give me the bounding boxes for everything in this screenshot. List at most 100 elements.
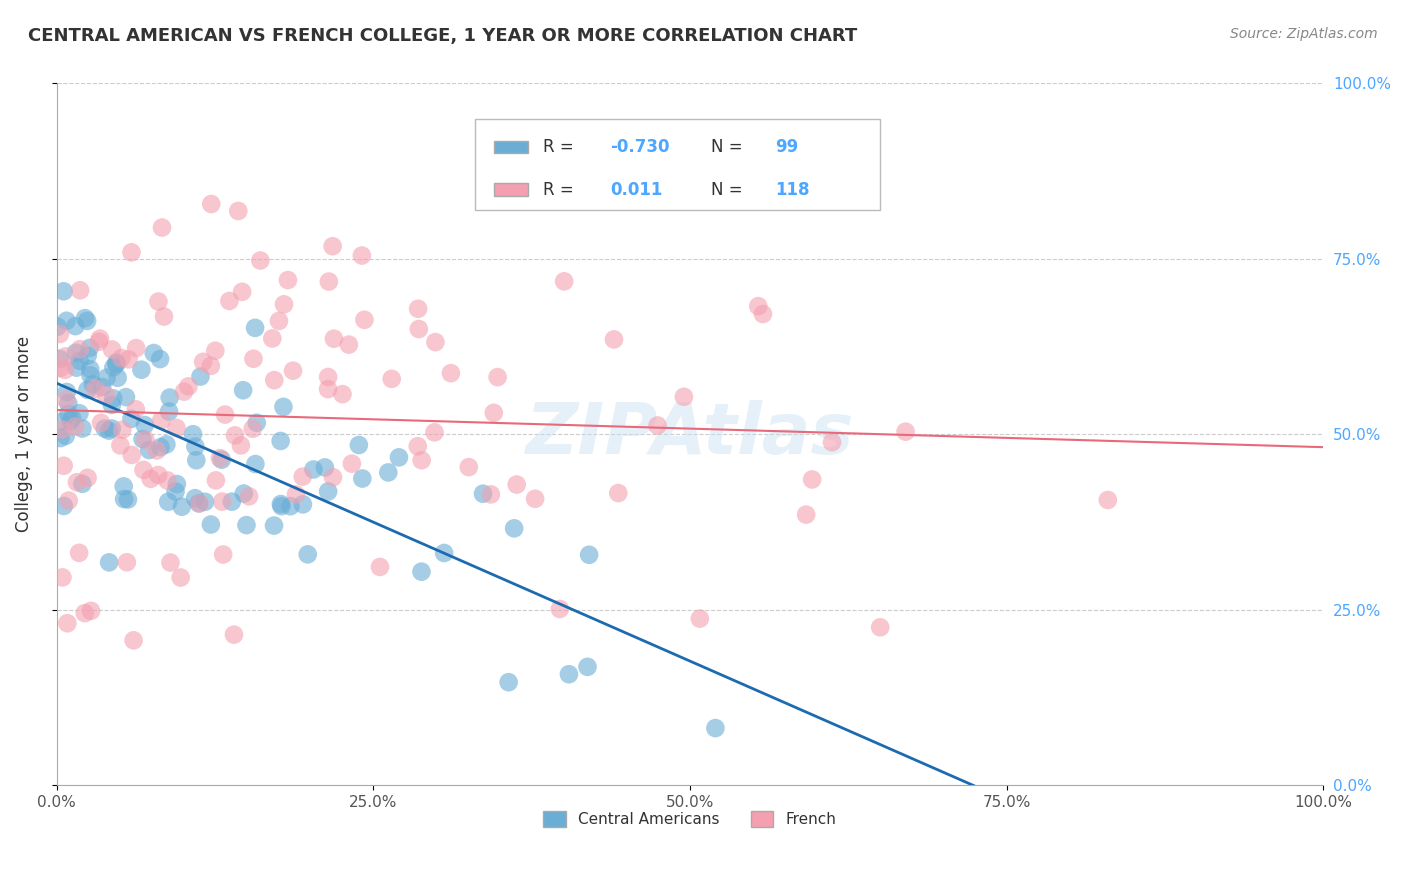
- Point: [377, 466, 399, 480]
- Point: [411, 453, 433, 467]
- Point: [59, 414, 82, 428]
- Point: [56, 616, 79, 631]
- Point: [117, 352, 139, 367]
- Point: [132, 463, 155, 477]
- Point: [747, 299, 769, 313]
- Point: [150, 220, 173, 235]
- Point: [79, 362, 101, 376]
- Point: [226, 204, 249, 219]
- Point: [76, 349, 98, 363]
- Point: [69, 283, 91, 297]
- Point: [115, 390, 138, 404]
- Point: [524, 491, 547, 506]
- Point: [111, 423, 134, 437]
- Point: [153, 310, 176, 324]
- Point: [297, 547, 319, 561]
- Point: [281, 364, 304, 378]
- Point: [232, 486, 254, 500]
- Point: [93, 422, 115, 436]
- Point: [191, 355, 214, 369]
- Point: [58, 407, 80, 421]
- Point: [200, 197, 222, 211]
- Point: [60, 411, 83, 425]
- Point: [135, 433, 157, 447]
- Point: [291, 469, 314, 483]
- Point: [173, 384, 195, 399]
- Point: [242, 422, 264, 436]
- Point: [110, 351, 132, 365]
- Point: [576, 660, 599, 674]
- Point: [322, 332, 344, 346]
- Text: R =: R =: [543, 138, 579, 156]
- Point: [76, 383, 98, 397]
- Point: [53, 363, 76, 377]
- Point: [53, 350, 76, 364]
- Point: [479, 487, 502, 501]
- Legend: Central Americans, French: Central Americans, French: [537, 805, 842, 834]
- Point: [166, 477, 188, 491]
- Point: [76, 314, 98, 328]
- Point: [406, 439, 429, 453]
- Point: [73, 311, 96, 326]
- Point: [212, 548, 235, 562]
- Point: [263, 518, 285, 533]
- Point: [211, 452, 233, 467]
- Point: [229, 438, 252, 452]
- Point: [115, 555, 138, 569]
- Point: [134, 418, 156, 433]
- Point: [105, 355, 128, 369]
- Point: [472, 486, 495, 500]
- Text: N =: N =: [711, 138, 748, 156]
- Point: [131, 362, 153, 376]
- Point: [170, 500, 193, 514]
- Point: [66, 475, 89, 490]
- Point: [322, 239, 344, 253]
- Point: [56, 384, 79, 399]
- Point: [332, 387, 354, 401]
- Point: [245, 457, 267, 471]
- Point: [120, 412, 142, 426]
- Point: [486, 370, 509, 384]
- Text: 0.011: 0.011: [610, 181, 662, 199]
- Point: [87, 334, 110, 349]
- Point: [314, 460, 336, 475]
- Point: [112, 491, 135, 506]
- Point: [100, 421, 122, 435]
- Point: [752, 307, 775, 321]
- Point: [208, 451, 231, 466]
- Point: [65, 360, 87, 375]
- Point: [224, 428, 246, 442]
- Point: [65, 319, 87, 334]
- Point: [139, 472, 162, 486]
- Point: [103, 360, 125, 375]
- Point: [122, 633, 145, 648]
- Point: [794, 508, 817, 522]
- Point: [352, 471, 374, 485]
- Point: [97, 424, 120, 438]
- Point: [112, 479, 135, 493]
- Text: -0.730: -0.730: [610, 138, 669, 156]
- Text: Source: ZipAtlas.com: Source: ZipAtlas.com: [1230, 27, 1378, 41]
- Point: [89, 332, 111, 346]
- Y-axis label: College, 1 year or more: College, 1 year or more: [15, 336, 32, 533]
- Point: [72, 476, 94, 491]
- Point: [457, 460, 479, 475]
- Point: [704, 721, 727, 735]
- Point: [894, 425, 917, 439]
- Text: 118: 118: [775, 181, 810, 199]
- Point: [284, 487, 307, 501]
- Point: [98, 555, 121, 569]
- Point: [184, 491, 207, 506]
- Point: [105, 357, 128, 371]
- Point: [200, 359, 222, 373]
- Point: [322, 470, 344, 484]
- Point: [425, 335, 447, 350]
- Point: [156, 474, 179, 488]
- Point: [101, 343, 124, 357]
- Point: [58, 493, 80, 508]
- Text: N =: N =: [711, 181, 748, 199]
- Point: [262, 331, 284, 345]
- Point: [69, 406, 91, 420]
- Point: [138, 442, 160, 457]
- Point: [869, 620, 891, 634]
